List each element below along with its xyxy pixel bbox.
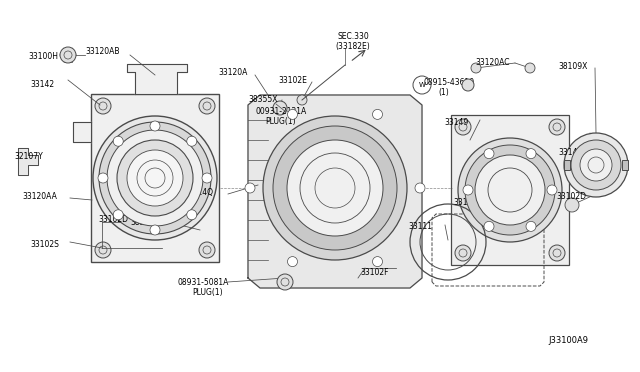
Circle shape (202, 173, 212, 183)
Circle shape (273, 101, 287, 115)
Text: 33120AB: 33120AB (85, 47, 120, 56)
Text: W: W (419, 82, 426, 88)
Circle shape (277, 274, 293, 290)
Circle shape (95, 98, 111, 114)
Circle shape (526, 149, 536, 158)
Circle shape (187, 136, 196, 146)
Circle shape (263, 116, 407, 260)
Text: PLUG(1): PLUG(1) (265, 117, 296, 126)
Text: 33102D: 33102D (556, 192, 586, 201)
Text: 38343Y: 38343Y (130, 218, 159, 227)
Circle shape (484, 149, 494, 158)
Text: 33141M: 33141M (558, 148, 589, 157)
Circle shape (455, 245, 471, 261)
Circle shape (287, 257, 298, 267)
Circle shape (273, 126, 397, 250)
Text: 33114Q: 33114Q (183, 188, 213, 197)
Circle shape (471, 63, 481, 73)
Text: 33120AA: 33120AA (22, 192, 57, 201)
Circle shape (127, 150, 183, 206)
Bar (91, 94, 219, 262)
Text: 33149: 33149 (444, 118, 468, 127)
Circle shape (199, 98, 215, 114)
Circle shape (287, 140, 383, 236)
Text: 33120A: 33120A (218, 68, 248, 77)
Text: SEC.330: SEC.330 (338, 32, 370, 41)
Polygon shape (248, 95, 422, 288)
Circle shape (415, 183, 425, 193)
Text: 33102E: 33102E (278, 76, 307, 85)
Circle shape (549, 245, 565, 261)
Circle shape (117, 140, 193, 216)
Circle shape (199, 242, 215, 258)
Bar (622, 160, 628, 170)
Circle shape (465, 145, 555, 235)
Text: J33100A9: J33100A9 (548, 336, 588, 345)
Text: 00931-2121A: 00931-2121A (255, 107, 307, 116)
Circle shape (107, 130, 203, 226)
Polygon shape (18, 148, 38, 175)
Text: 33102S: 33102S (30, 240, 59, 249)
Circle shape (60, 47, 76, 63)
Text: 33100H: 33100H (28, 52, 58, 61)
Circle shape (475, 155, 545, 225)
Circle shape (580, 149, 612, 181)
Circle shape (458, 138, 562, 242)
Circle shape (571, 140, 621, 190)
Circle shape (187, 210, 196, 220)
Text: 33111: 33111 (408, 222, 432, 231)
Bar (451, 115, 569, 265)
Circle shape (150, 225, 160, 235)
Circle shape (113, 210, 124, 220)
Text: 08931-5081A: 08931-5081A (178, 278, 229, 287)
Circle shape (565, 198, 579, 212)
Text: 33142: 33142 (30, 80, 54, 89)
Circle shape (526, 221, 536, 231)
Circle shape (462, 79, 474, 91)
Circle shape (150, 121, 160, 131)
Text: PLUG(1): PLUG(1) (192, 288, 223, 297)
Circle shape (98, 173, 108, 183)
Circle shape (564, 133, 628, 197)
Circle shape (93, 116, 217, 240)
Circle shape (455, 119, 471, 135)
Text: 33155N: 33155N (453, 198, 483, 207)
Text: (33182E): (33182E) (335, 42, 370, 51)
Circle shape (245, 183, 255, 193)
Circle shape (463, 185, 473, 195)
Text: (1): (1) (438, 88, 449, 97)
Text: 33102F: 33102F (360, 268, 388, 277)
Polygon shape (127, 64, 187, 94)
Polygon shape (73, 122, 91, 142)
Text: 38109X: 38109X (558, 62, 588, 71)
Text: 32107Y: 32107Y (14, 152, 43, 161)
Circle shape (95, 242, 111, 258)
Circle shape (297, 95, 307, 105)
Circle shape (525, 63, 535, 73)
Circle shape (484, 221, 494, 231)
Circle shape (547, 185, 557, 195)
Text: 08915-43610: 08915-43610 (424, 78, 475, 87)
Bar (564, 160, 570, 170)
Circle shape (372, 109, 383, 119)
Circle shape (549, 119, 565, 135)
Circle shape (287, 109, 298, 119)
Circle shape (113, 136, 124, 146)
Text: 33102D: 33102D (98, 215, 128, 224)
Text: 38355X: 38355X (248, 95, 278, 104)
Circle shape (99, 122, 211, 234)
Text: 33120AC: 33120AC (475, 58, 509, 67)
Circle shape (372, 257, 383, 267)
